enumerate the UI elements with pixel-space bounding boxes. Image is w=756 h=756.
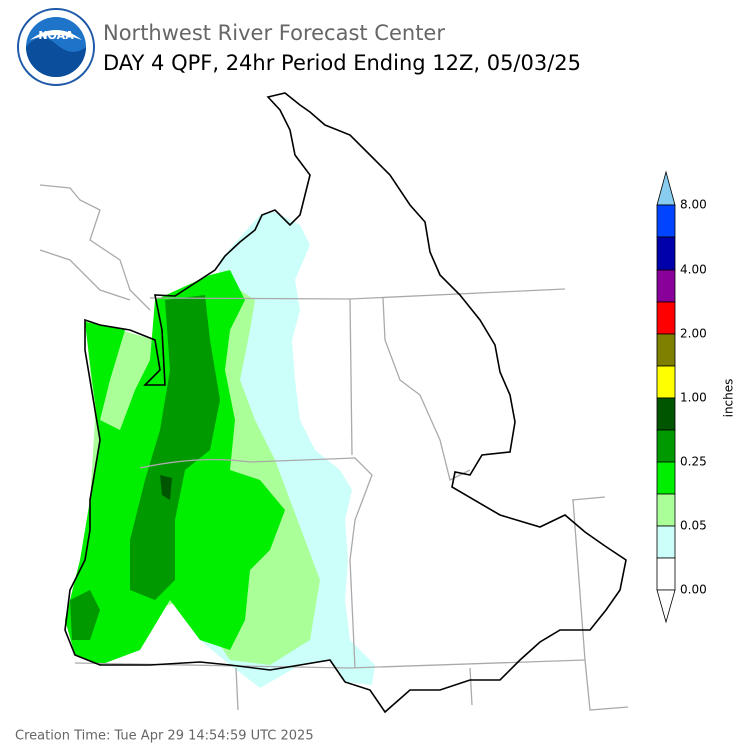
colorbar-ticks: 0.00 0.05 0.25 1.00 2.00 4.00 8.00 inche… xyxy=(680,198,736,597)
colorbar-tick-label: 0.25 xyxy=(680,455,707,469)
basin-outline xyxy=(64,92,627,714)
creation-time: Creation Time: Tue Apr 29 14:54:59 UTC 2… xyxy=(15,729,314,744)
logo-text: NOAA xyxy=(38,29,74,42)
colorbar-tick-label: 1.00 xyxy=(680,391,707,405)
qpf-fields xyxy=(65,212,375,688)
noaa-logo: NOAA xyxy=(17,8,95,86)
qpf-darkest-green xyxy=(160,475,172,500)
colorbar-tick-label: 0.05 xyxy=(680,519,707,533)
qpf-dark-green xyxy=(70,295,220,640)
colorbar-tick-label: 4.00 xyxy=(680,263,707,277)
subtitle: DAY 4 QPF, 24hr Period Ending 12Z, 05/03… xyxy=(103,51,581,75)
colorbar-tick-label: 8.00 xyxy=(680,198,707,212)
colorbar-label: inches xyxy=(722,379,736,418)
title: Northwest River Forecast Center xyxy=(103,21,445,45)
colorbar xyxy=(656,170,676,624)
colorbar-tick-label: 0.00 xyxy=(680,583,707,597)
colorbar-tick-label: 2.00 xyxy=(680,327,707,341)
